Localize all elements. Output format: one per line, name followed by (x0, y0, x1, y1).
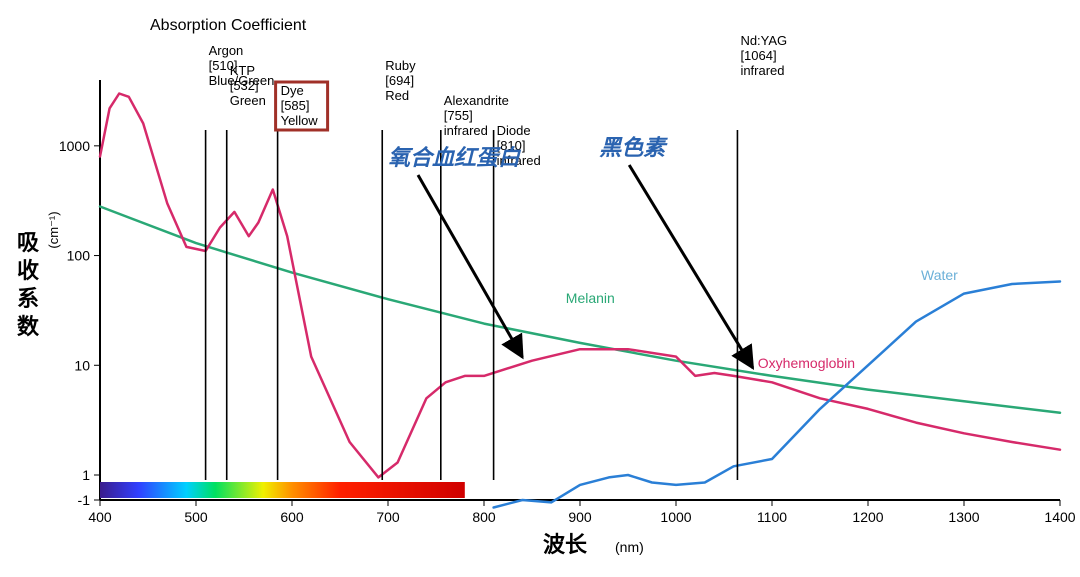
annotation-cn: 氧合血红蛋白 (388, 145, 522, 170)
y-axis-label-cn: 收 (17, 258, 39, 283)
oxyhemoglobin-label: Oxyhemoglobin (758, 355, 855, 371)
melanin-label: Melanin (566, 290, 615, 306)
laser-label-ruby: Red (385, 88, 409, 103)
laser-label-alexandrite: [755] (444, 108, 473, 123)
x-tick-label: 500 (184, 509, 208, 525)
x-tick-label: 600 (280, 509, 304, 525)
melanin-curve (100, 207, 1060, 413)
laser-label-ruby: Ruby (385, 58, 416, 73)
chart-title: Absorption Coefficient (150, 17, 307, 34)
x-tick-label: 800 (472, 509, 496, 525)
annotation-cn: 黑色素 (599, 135, 668, 160)
y-axis-label-cn: 吸 (17, 230, 40, 255)
laser-label-ktp: [532] (230, 78, 259, 93)
laser-label-alexandrite: infrared (444, 123, 488, 138)
y-tick-label: 1000 (59, 138, 90, 154)
visible-spectrum-bar (100, 482, 465, 498)
laser-label-diode: Diode (497, 123, 531, 138)
x-tick-label: 1400 (1044, 509, 1075, 525)
laser-label-nd:yag: infrared (740, 63, 784, 78)
y-tick-label: 100 (67, 248, 91, 264)
y-axis-unit: (cm⁻¹) (46, 211, 61, 248)
x-axis-unit: (nm) (615, 539, 644, 555)
x-tick-label: 1000 (660, 509, 691, 525)
oxyhemoglobin-curve (100, 94, 1060, 478)
laser-label-dye: Yellow (281, 113, 319, 128)
x-tick-label: 900 (568, 509, 592, 525)
laser-label-ruby: [694] (385, 73, 414, 88)
laser-label-nd:yag: Nd:YAG (740, 33, 787, 48)
laser-label-alexandrite: Alexandrite (444, 93, 509, 108)
y-axis-label-cn: 数 (17, 314, 40, 339)
laser-label-dye: Dye (281, 83, 304, 98)
y-tick-label: 10 (74, 357, 90, 373)
x-tick-label: 700 (376, 509, 400, 525)
annotation-arrow (418, 175, 522, 357)
y-tick-label: -1 (78, 492, 91, 508)
laser-label-ktp: KTP (230, 63, 255, 78)
laser-label-argon: Argon (209, 43, 244, 58)
x-tick-label: 400 (88, 509, 112, 525)
laser-label-nd:yag: [1064] (740, 48, 776, 63)
laser-label-dye: [585] (281, 98, 310, 113)
y-tick-label: 1 (82, 467, 90, 483)
x-tick-label: 1100 (757, 509, 787, 525)
x-tick-label: 1200 (852, 509, 883, 525)
y-axis-label-cn: 系 (17, 286, 39, 311)
water-curve (494, 282, 1060, 508)
annotation-arrow (629, 165, 753, 368)
laser-label-ktp: Green (230, 93, 266, 108)
x-axis-label-cn: 波长 (543, 532, 588, 557)
water-label: Water (921, 267, 958, 283)
x-tick-label: 1300 (948, 509, 979, 525)
